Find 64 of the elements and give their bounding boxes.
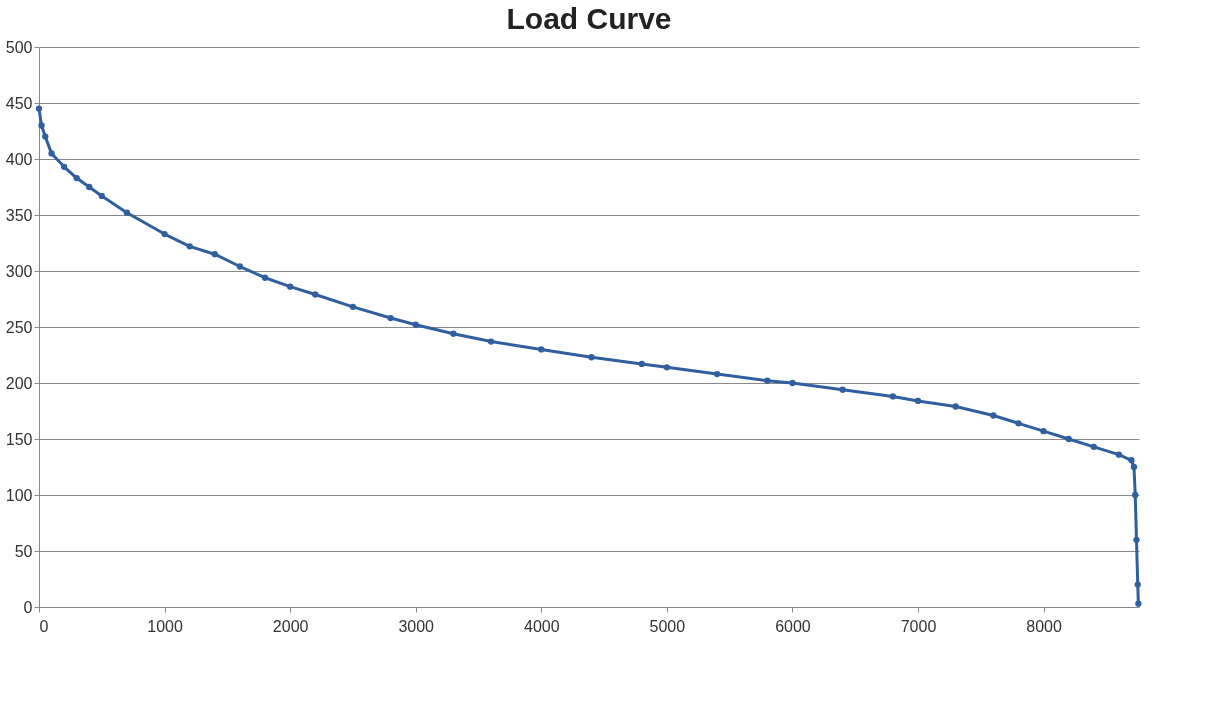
point	[236, 263, 244, 270]
point	[73, 174, 80, 182]
y-tick-label: 400	[5, 150, 33, 168]
point	[1133, 536, 1140, 543]
point	[161, 230, 168, 238]
x-tick-label: 5000	[649, 617, 686, 635]
point	[211, 251, 218, 258]
point	[42, 133, 49, 140]
y-tick-label: 150	[5, 430, 33, 448]
point	[349, 303, 357, 310]
point	[1040, 428, 1047, 435]
x-tick-label: 6000	[775, 617, 811, 635]
y-tick-label: 100	[5, 486, 33, 504]
point	[312, 291, 319, 298]
x-tick-label: 2000	[272, 617, 309, 635]
point	[588, 354, 595, 361]
point	[450, 330, 457, 337]
x-tick-label: 7000	[900, 617, 937, 635]
point	[538, 346, 545, 353]
point	[889, 393, 897, 400]
point	[1065, 435, 1072, 443]
point	[487, 338, 495, 345]
point	[48, 150, 55, 157]
point	[1132, 491, 1139, 499]
x-tick-label: 0	[39, 617, 49, 635]
point	[186, 243, 193, 250]
point	[261, 274, 269, 281]
point	[1015, 420, 1022, 427]
point	[1134, 581, 1141, 588]
y-tick-label: 0	[23, 598, 33, 616]
y-tick-label: 50	[14, 542, 33, 560]
point	[38, 122, 45, 129]
point	[914, 397, 922, 405]
point	[839, 386, 846, 393]
point	[990, 412, 997, 419]
y-tick-label: 350	[5, 206, 33, 224]
point	[952, 403, 959, 410]
point	[663, 364, 671, 371]
point	[60, 163, 68, 170]
point	[98, 192, 105, 200]
y-tick-label: 500	[5, 38, 33, 56]
y-tick-label: 200	[5, 374, 33, 392]
y-tick-label: 450	[5, 94, 33, 112]
point	[286, 283, 294, 290]
point	[1135, 600, 1142, 607]
point	[86, 183, 93, 191]
point	[1128, 457, 1135, 464]
point	[1090, 443, 1097, 450]
point	[123, 209, 131, 216]
point	[713, 370, 721, 378]
point	[1130, 463, 1138, 471]
y-tick-label: 300	[5, 262, 33, 280]
y-tick-label: 250	[5, 318, 33, 336]
x-tick-label: 1000	[147, 617, 183, 635]
point	[638, 360, 645, 368]
x-tick-label: 4000	[523, 617, 560, 635]
point	[1115, 451, 1123, 458]
point	[412, 321, 419, 328]
x-tick-label: 3000	[398, 617, 435, 635]
point	[764, 377, 771, 384]
chart-title: Load Curve	[506, 2, 672, 35]
point	[387, 314, 394, 322]
x-tick-label: 8000	[1026, 617, 1062, 635]
point	[789, 379, 796, 387]
